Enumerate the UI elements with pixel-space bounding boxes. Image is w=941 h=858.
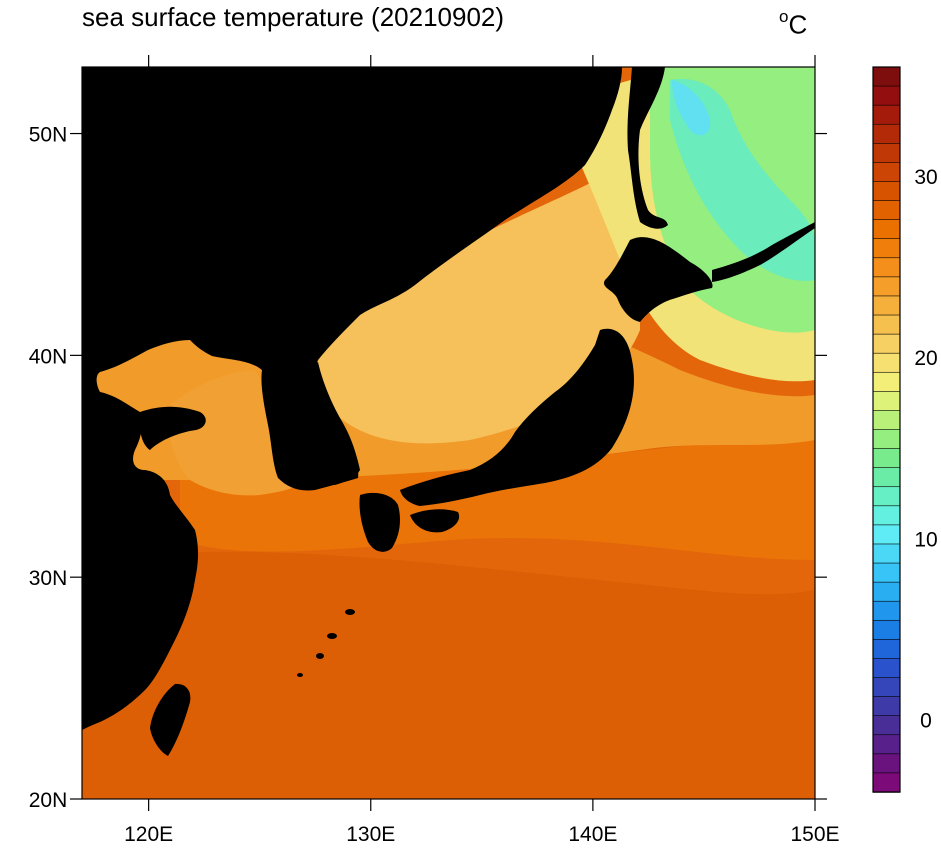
- ocean-south-band: [82, 551, 815, 799]
- colorbar-swatch: [872, 505, 901, 526]
- colorbar-swatch: [872, 391, 901, 412]
- land-shandong: [139, 406, 206, 450]
- colorbar-swatch: [872, 314, 901, 335]
- land-hokkaido: [603, 237, 713, 322]
- lon-tick-label: 150E: [790, 823, 839, 846]
- lon-tick-label: 140E: [568, 823, 617, 846]
- ocean-coldest-patch: [672, 80, 711, 136]
- colorbar-swatch: [872, 123, 901, 145]
- colorbar-swatch: [872, 143, 901, 164]
- land-kyushu: [359, 492, 400, 552]
- land-asia-mainland: [82, 67, 622, 730]
- lon-tick-label: 120E: [124, 823, 173, 846]
- colorbar-swatch: [872, 677, 901, 698]
- colorbar-swatch: [872, 486, 901, 507]
- colorbar-label: 30: [914, 166, 937, 189]
- colorbar-swatch: [872, 429, 901, 450]
- colorbar-swatch: [872, 581, 901, 602]
- colorbar-swatch: [872, 524, 901, 545]
- colorbar-swatch: [872, 658, 901, 679]
- colorbar-swatch: [872, 639, 901, 660]
- map-plot-area: [82, 67, 815, 799]
- colorbar-swatch: [872, 219, 901, 240]
- colorbar-swatch: [872, 238, 901, 259]
- colorbar-swatch: [872, 467, 901, 488]
- colorbar-label: 20: [914, 347, 937, 370]
- colorbar-swatch: [872, 295, 901, 316]
- colorbar-swatch: [872, 772, 901, 793]
- land-taiwan: [150, 683, 191, 756]
- ocean-bohai: [100, 344, 205, 394]
- colorbar-swatch: [872, 181, 901, 202]
- colorbar-swatch: [872, 66, 901, 87]
- colorbar: 30 20 10 0: [872, 66, 938, 793]
- unit-label: oC: [779, 2, 807, 42]
- land-shikoku: [410, 509, 460, 533]
- colorbar-swatch: [872, 200, 901, 221]
- colorbar-swatch: [872, 600, 901, 621]
- land-honshu: [400, 328, 634, 506]
- land-kuril-islands: [712, 222, 815, 282]
- colorbar-swatch: [872, 162, 901, 183]
- land-ryukyu-islands: [297, 609, 355, 677]
- colorbar-swatch: [872, 448, 901, 469]
- colorbar-swatch: [872, 715, 901, 736]
- colorbar-label: 10: [914, 528, 937, 551]
- colorbar-swatch: [872, 734, 901, 755]
- colorbar-swatch: [872, 753, 901, 774]
- lat-tick-label: 50N: [29, 124, 68, 147]
- colorbar-swatch: [872, 352, 901, 373]
- colorbar-swatch: [872, 371, 901, 393]
- colorbar-swatch: [872, 276, 901, 297]
- colorbar-label: 0: [920, 710, 932, 733]
- map-title: sea surface temperature (20210902): [82, 2, 505, 32]
- colorbar-swatch: [872, 333, 901, 354]
- unit-letter: C: [788, 9, 808, 40]
- land-sakhalin: [627, 67, 668, 229]
- degree-symbol: o: [779, 7, 789, 26]
- lat-tick-label: 30N: [29, 567, 68, 590]
- ocean-sea-of-japan: [310, 170, 640, 444]
- lat-tick-label: 40N: [29, 345, 68, 368]
- lat-tick-label: 20N: [29, 789, 68, 812]
- colorbar-swatch: [872, 543, 901, 564]
- colorbar-frame: [872, 66, 901, 793]
- land-korea: [261, 362, 359, 491]
- map-frame: [81, 66, 816, 800]
- colorbar-swatch: [872, 85, 901, 106]
- map-axes: 120E 130E 140E 150E 50N 40N 30N 20N: [29, 55, 840, 846]
- colorbar-swatch: [872, 562, 901, 583]
- lon-tick-label: 130E: [346, 823, 395, 846]
- colorbar-swatch: [872, 410, 901, 431]
- colorbar-swatch: [872, 696, 901, 717]
- colorbar-swatch: [872, 104, 901, 125]
- colorbar-swatch: [872, 619, 901, 641]
- colorbar-swatch: [872, 257, 901, 278]
